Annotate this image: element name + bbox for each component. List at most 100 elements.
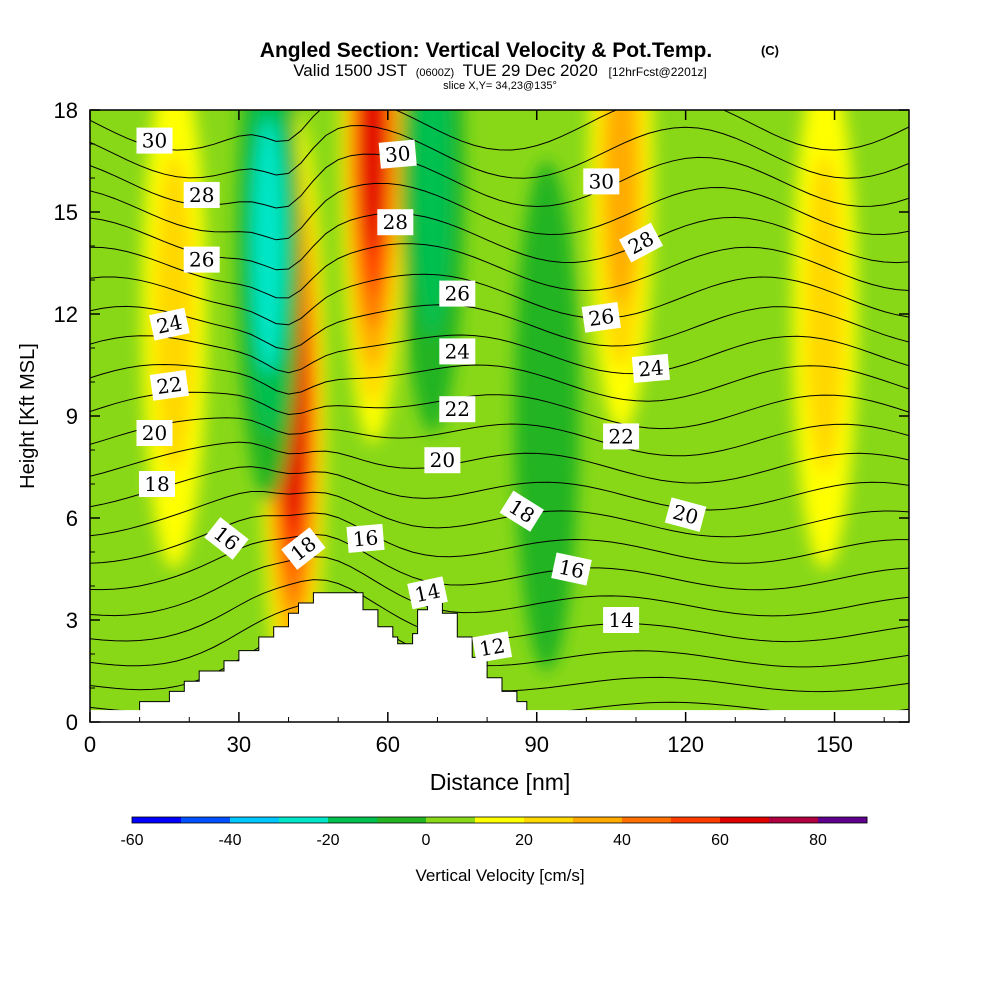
y-tick-label: 0 [66, 710, 78, 735]
contour-label-14: 14 [603, 607, 640, 633]
contour-label-text: 22 [608, 424, 633, 448]
contour-label-22: 22 [149, 370, 190, 401]
y-axis-label: Height [Kft MSL] [17, 343, 39, 489]
contour-label-text: 16 [557, 555, 587, 584]
x-tick-label: 120 [667, 732, 704, 757]
contour-label-30: 30 [583, 168, 620, 195]
colorbar-tick-label: 20 [515, 832, 533, 849]
contour-label-text: 26 [587, 304, 616, 331]
contour-label-text: 12 [477, 633, 506, 661]
contour-label-box [603, 423, 640, 450]
contour-label-text: 28 [383, 210, 408, 234]
colorbar-tick-label: -60 [120, 832, 143, 849]
theta-contour-29 [90, 153, 909, 209]
colorbar-segment [573, 817, 623, 823]
contour-label-12: 12 [472, 631, 513, 664]
contour-label-18: 18 [139, 471, 175, 497]
colorbar-segment [769, 817, 819, 823]
contour-label-box [603, 607, 640, 633]
contour-label-box [619, 222, 663, 263]
contour-label-text: 24 [637, 355, 664, 381]
contour-label-text: 16 [352, 525, 379, 551]
theta-contour-30 [90, 124, 909, 179]
colorbar-segment [132, 817, 182, 823]
colorbar-tick-label: 40 [613, 832, 631, 849]
colorbar-tick-label: 80 [809, 832, 827, 849]
y-tick-label: 15 [54, 200, 78, 225]
colorbar-label: Vertical Velocity [cm/s] [415, 866, 584, 885]
contour-label-24: 24 [631, 353, 670, 383]
y-tick-label: 3 [66, 608, 78, 633]
contour-label-text: 20 [430, 448, 455, 472]
subtitle-utc: (0600Z) [416, 67, 455, 79]
colorbar-segment [279, 817, 329, 823]
contour-label-text: 14 [413, 578, 443, 607]
ground-strip [90, 710, 909, 722]
contour-label-box [407, 576, 448, 610]
y-tick-label: 6 [66, 506, 78, 531]
contour-label-box [378, 139, 417, 169]
contour-label-box [424, 447, 461, 474]
contour-label-20: 20 [664, 497, 707, 532]
colorbar-tick-label: -20 [316, 832, 339, 849]
contour-label-box [281, 527, 326, 570]
contour-label-text: 26 [445, 282, 470, 306]
colorbar-segment [426, 817, 476, 823]
terrain [90, 592, 909, 722]
contour-label-box [139, 471, 175, 497]
x-axis: 0 30 60 90 120 150 [84, 110, 885, 757]
contour-label-26: 26 [581, 302, 621, 333]
x-tick-label: 90 [524, 732, 548, 757]
plot-background [90, 110, 909, 722]
contour-label-26: 26 [183, 246, 220, 273]
terrain-profile [139, 592, 538, 722]
y-axis: 0 3 6 9 12 15 18 [54, 98, 909, 735]
contour-label-text: 24 [154, 310, 184, 339]
contour-label-text: 20 [142, 421, 167, 445]
colorbar: -60 -40 -20 0 20 40 60 80 [120, 816, 868, 849]
theta-contour-27 [90, 212, 909, 271]
contour-label-text: 22 [155, 372, 184, 399]
contour-label-16: 16 [551, 552, 592, 586]
chart-title: Angled Section: Vertical Velocity & Pot.… [260, 39, 712, 62]
contour-label-24: 24 [149, 307, 190, 341]
theta-contour-12 [90, 602, 909, 668]
colorbar-segment [377, 817, 427, 823]
theta-contour-18 [90, 466, 909, 511]
contour-label-box [631, 353, 670, 383]
colorbar-tick-label: 60 [711, 832, 729, 849]
contour-label-text: 30 [384, 141, 411, 167]
contour-label-box [183, 182, 220, 208]
theta-contour-26 [90, 243, 909, 299]
contour-label-16: 16 [346, 523, 385, 553]
contour-label-text: 22 [445, 397, 470, 421]
contour-label-22: 22 [603, 423, 640, 450]
contour-label-20: 20 [424, 447, 461, 474]
contour-label-box [583, 168, 620, 195]
contour-label-text: 30 [589, 169, 614, 193]
theta-contour-31 [90, 110, 909, 151]
x-tick-label: 30 [227, 732, 251, 757]
velocity-cell-weak-sinking-zone [514, 161, 579, 671]
colorbar-segment [475, 817, 525, 823]
y-tick-label: 18 [54, 98, 78, 123]
colorbar-tick-label: 0 [422, 832, 431, 849]
contour-label-24: 24 [439, 338, 476, 365]
x-tick-label: 60 [376, 732, 400, 757]
contour-label-text: 26 [189, 248, 214, 272]
contour-label-box [149, 307, 190, 341]
x-axis-label: Distance [nm] [430, 769, 571, 795]
chart-title-suffix: (C) [761, 43, 779, 58]
contour-label-box [551, 552, 592, 586]
theta-contour-28 [90, 182, 909, 241]
colorbar-frame [131, 816, 868, 824]
subtitle-date: TUE 29 Dec 2020 [463, 61, 598, 80]
contour-label-box [439, 280, 476, 307]
slice-label: slice X,Y= 34,23@135° [443, 80, 557, 92]
contour-label-22: 22 [439, 396, 476, 423]
colorbar-tick-label: -40 [218, 832, 241, 849]
contour-label-28: 28 [377, 209, 414, 236]
